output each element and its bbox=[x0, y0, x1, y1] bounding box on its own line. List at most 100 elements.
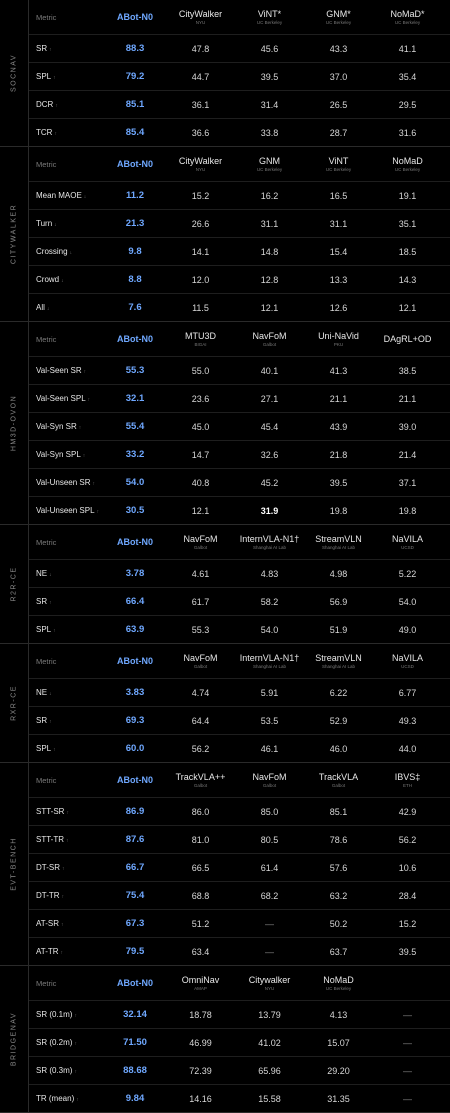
metric-direction-arrow: ↑ bbox=[66, 838, 69, 844]
baseline-value: 15.4 bbox=[329, 246, 348, 257]
metric-label: Val-Unseen SPL bbox=[36, 506, 95, 515]
ours-value: 33.2 bbox=[125, 449, 145, 460]
metric-name: SPL ↑ bbox=[29, 72, 104, 81]
section-body: Metric ABot-N0 CityWalker NYU ViNT* UC Berkel… bbox=[29, 0, 450, 146]
baseline-value: 85.1 bbox=[329, 806, 348, 817]
ours-value: 86.9 bbox=[125, 806, 145, 817]
baseline-org: Galbot bbox=[193, 545, 208, 550]
metric-name: Val-Unseen SPL ↑ bbox=[29, 506, 104, 515]
ours-value: 75.4 bbox=[125, 890, 145, 901]
baseline-value: 49.3 bbox=[398, 715, 417, 726]
section-label-text: HM3D-OVON bbox=[10, 394, 18, 452]
baseline-value: 56.9 bbox=[329, 596, 348, 607]
baseline-value: 6.77 bbox=[398, 687, 417, 698]
baseline-value: 26.5 bbox=[329, 99, 348, 110]
header-row: Metric ABot-N0 TrackVLA++ Galbot NavFoM Galbo… bbox=[29, 763, 450, 798]
metric-direction-arrow: ↑ bbox=[74, 1069, 77, 1075]
ours-value: 67.3 bbox=[125, 918, 145, 929]
metric-direction-arrow: ↑ bbox=[83, 369, 87, 375]
baseline-value: 21.8 bbox=[329, 449, 348, 460]
baseline-value: 35.1 bbox=[398, 218, 417, 229]
metric-direction-arrow: ↓ bbox=[69, 250, 73, 256]
metric-direction-arrow: ↑ bbox=[62, 866, 65, 872]
metric-header: Metric bbox=[36, 537, 57, 547]
ours-value: 55.3 bbox=[125, 365, 145, 376]
baseline-value: — bbox=[403, 1065, 412, 1076]
baseline-value: 44.0 bbox=[398, 743, 417, 754]
baseline-name: StreamVLN bbox=[315, 534, 362, 544]
metric-label: Turn bbox=[36, 219, 53, 228]
baseline-value: 31.35 bbox=[327, 1093, 350, 1104]
baseline-value: 15.2 bbox=[191, 190, 210, 201]
baseline-value: 37.0 bbox=[329, 71, 348, 82]
baseline-value: 36.6 bbox=[191, 127, 210, 138]
metric-label: STT-TR bbox=[36, 835, 64, 844]
ours-value: 60.0 bbox=[125, 743, 145, 754]
baseline-header: OmniNav AMAP bbox=[166, 975, 235, 991]
baseline-value: 4.83 bbox=[260, 568, 279, 579]
baseline-name: IBVS‡ bbox=[394, 772, 421, 782]
metric-direction-arrow: ↑ bbox=[53, 628, 56, 634]
metric-name: SR (0.2m) ↑ bbox=[29, 1038, 104, 1047]
baseline-header: NavFoM Galbot bbox=[166, 534, 235, 550]
ours-model-header: ABot-N0 bbox=[117, 537, 153, 547]
baseline-value: 46.1 bbox=[260, 743, 279, 754]
baseline-value: 81.0 bbox=[191, 834, 210, 845]
table-row: DT-TR ↑ 75.4 68.8 68.2 63.2 28.4 bbox=[29, 882, 450, 910]
baseline-value: 68.2 bbox=[260, 890, 279, 901]
baseline-name: ViNT bbox=[328, 156, 349, 166]
baseline-value: 78.6 bbox=[329, 834, 348, 845]
ours-model-header: ABot-N0 bbox=[117, 775, 153, 785]
table-row: SPL ↑ 79.2 44.7 39.5 37.0 35.4 bbox=[29, 63, 450, 91]
table-row: DCR ↑ 85.1 36.1 31.4 26.5 29.5 bbox=[29, 91, 450, 119]
baseline-value: 56.2 bbox=[398, 834, 417, 845]
metric-name: NE ↓ bbox=[29, 688, 104, 697]
section-body: Metric ABot-N0 TrackVLA++ Galbot NavFoM Galbo… bbox=[29, 763, 450, 965]
baseline-value: 10.6 bbox=[398, 862, 417, 873]
baseline-value: 21.1 bbox=[398, 393, 417, 404]
section-body: Metric ABot-N0 NavFoM Galbot InternVLA-N1† Sh… bbox=[29, 644, 450, 762]
section-socnav: SOCNAV Metric ABot-N0 CityWalker NYU ViNT* UC … bbox=[0, 0, 450, 147]
baseline-value: 80.5 bbox=[260, 834, 279, 845]
baseline-value: 5.22 bbox=[398, 568, 417, 579]
baseline-header: ViNT* UC Berkeley bbox=[235, 9, 304, 25]
baseline-value: 39.0 bbox=[398, 421, 417, 432]
metric-header: Metric bbox=[36, 656, 57, 666]
ours-value: 9.8 bbox=[128, 246, 142, 257]
section-bridgenav: BRIDGENAV Metric ABot-N0 OmniNav AMAP Citywal… bbox=[0, 966, 450, 1113]
baseline-org: NYU bbox=[195, 20, 206, 25]
baseline-value: 23.6 bbox=[191, 393, 210, 404]
baseline-org: Galbot bbox=[193, 783, 208, 788]
baseline-value: 31.1 bbox=[329, 218, 348, 229]
metric-label: NE bbox=[36, 688, 48, 697]
section-body: Metric ABot-N0 OmniNav AMAP Citywalker NYU NoM… bbox=[29, 966, 450, 1112]
baseline-value: 26.6 bbox=[191, 218, 210, 229]
metric-direction-arrow: ↑ bbox=[82, 453, 86, 459]
baseline-value: 46.0 bbox=[329, 743, 348, 754]
baseline-header: StreamVLN Shanghai AI Lab bbox=[304, 534, 373, 550]
baseline-value: 12.1 bbox=[260, 302, 279, 313]
table-row: Val-Seen SPL ↑ 32.1 23.6 27.1 21.1 21.1 bbox=[29, 385, 450, 413]
metric-name: Val-Seen SR ↑ bbox=[29, 366, 104, 375]
baseline-org: UC Berkeley bbox=[394, 20, 421, 25]
table-row: TCR ↑ 85.4 36.6 33.8 28.7 31.6 bbox=[29, 119, 450, 146]
header-row: Metric ABot-N0 MTU3D BIGAI NavFoM Galbot Uni-N… bbox=[29, 322, 450, 357]
metric-label: NE bbox=[36, 569, 48, 578]
metric-label: DT-SR bbox=[36, 863, 60, 872]
baseline-name: NaVILA bbox=[391, 534, 424, 544]
table-row: All ↓ 7.6 11.5 12.1 12.6 12.1 bbox=[29, 294, 450, 321]
baseline-header: Uni-NaVid PKU bbox=[304, 331, 373, 347]
baseline-value: 50.2 bbox=[329, 918, 348, 929]
baseline-value: 44.7 bbox=[191, 71, 210, 82]
ours-value: 3.78 bbox=[125, 568, 145, 579]
baseline-value: 4.61 bbox=[191, 568, 210, 579]
baseline-header: DAgRL+OD bbox=[373, 334, 442, 345]
metric-name: DCR ↑ bbox=[29, 100, 104, 109]
baseline-org: NYU bbox=[195, 167, 206, 172]
baseline-value: 15.2 bbox=[398, 918, 417, 929]
baseline-value: 32.6 bbox=[260, 449, 279, 460]
baseline-value: 14.3 bbox=[398, 274, 417, 285]
table-row: NE ↓ 3.78 4.61 4.83 4.98 5.22 bbox=[29, 560, 450, 588]
metric-label: TCR bbox=[36, 128, 53, 137]
metric-label: DCR bbox=[36, 100, 54, 109]
